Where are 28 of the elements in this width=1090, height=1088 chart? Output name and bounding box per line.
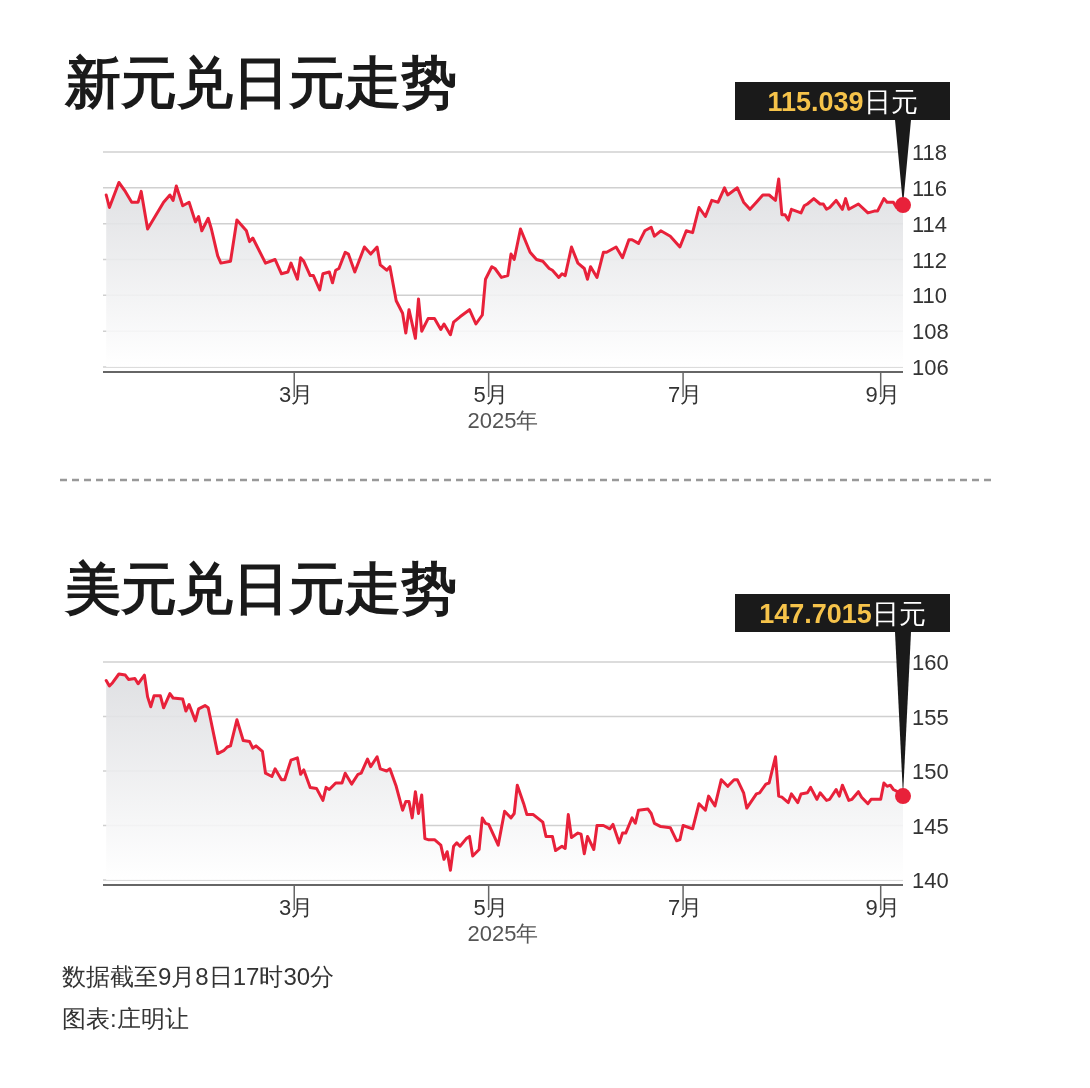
x-tick-label: 7月: [667, 895, 703, 920]
y-tick-label: 114: [912, 211, 948, 237]
y-tick-label: 155: [912, 704, 949, 730]
chart-title: 美元兑日元走势: [64, 557, 457, 620]
y-tick-label: 150: [912, 759, 949, 784]
x-axis-title: 2025年: [467, 408, 539, 433]
x-tick-label: 3月: [279, 895, 314, 920]
y-tick-label: 110: [912, 283, 948, 309]
chart-title: 新元兑日元走势: [64, 51, 457, 114]
annotation: 147.7015日元: [759, 599, 926, 629]
x-tick-label: 9月: [865, 382, 900, 407]
y-tick-label: 106: [912, 355, 949, 380]
text: 图表:庄明让: [62, 1005, 189, 1032]
y-tick-label: 116: [912, 175, 948, 201]
y-tick-label: 108: [912, 319, 949, 345]
x-tick-label: 3月: [279, 382, 314, 407]
x-tick-label: 5月: [473, 895, 508, 920]
y-tick-label: 140: [912, 868, 949, 893]
x-axis-title: 2025年: [467, 921, 539, 946]
x-tick-label: 7月: [667, 382, 703, 407]
y-tick-label: 145: [912, 813, 949, 839]
y-tick-label: 112: [912, 247, 948, 273]
x-tick-label: 5月: [473, 382, 508, 407]
text: 数据截至9月8日17时30分: [62, 963, 335, 990]
annotation: 115.039日元: [767, 87, 918, 117]
y-tick-label: 118: [912, 140, 948, 165]
y-tick-label: 160: [912, 650, 949, 675]
x-tick-label: 9月: [865, 895, 900, 920]
